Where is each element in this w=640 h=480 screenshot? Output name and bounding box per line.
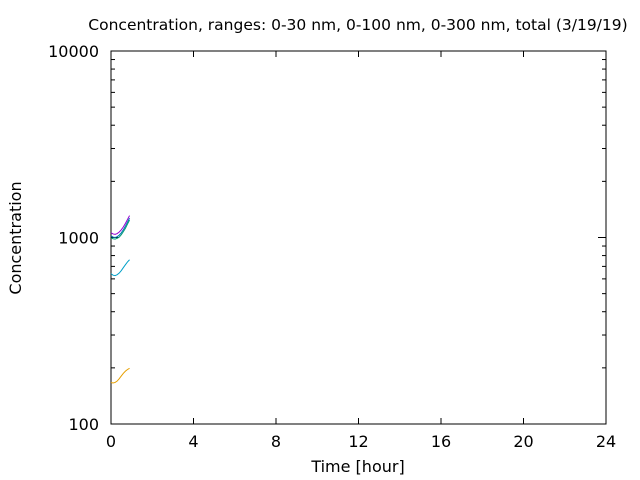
series-lines bbox=[110, 215, 131, 384]
y-axis-label: Concentration bbox=[6, 181, 25, 294]
series-line-3 bbox=[110, 219, 131, 240]
x-axis-ticks: 0 4 8 12 16 20 24 bbox=[106, 51, 616, 451]
series-line-1 bbox=[110, 215, 130, 235]
y-tick-label: 100 bbox=[68, 415, 99, 434]
series-line-4 bbox=[110, 259, 130, 277]
series-line-5 bbox=[110, 367, 130, 384]
x-axis-label: Time [hour] bbox=[310, 457, 404, 476]
x-tick-label: 12 bbox=[348, 432, 368, 451]
x-tick-label: 20 bbox=[513, 432, 533, 451]
x-tick-label: 4 bbox=[188, 432, 198, 451]
chart-title: Concentration, ranges: 0-30 nm, 0-100 nm… bbox=[88, 16, 627, 34]
y-tick-label: 10000 bbox=[48, 42, 99, 61]
plot-frame bbox=[110, 50, 607, 425]
y-axis-ticks: 100 1000 10000 bbox=[48, 42, 606, 434]
series-line-2 bbox=[110, 217, 131, 239]
x-tick-label: 8 bbox=[271, 432, 281, 451]
x-tick-label: 24 bbox=[596, 432, 616, 451]
x-tick-label: 16 bbox=[431, 432, 451, 451]
y-tick-label: 1000 bbox=[58, 229, 99, 248]
x-tick-label: 0 bbox=[106, 432, 116, 451]
